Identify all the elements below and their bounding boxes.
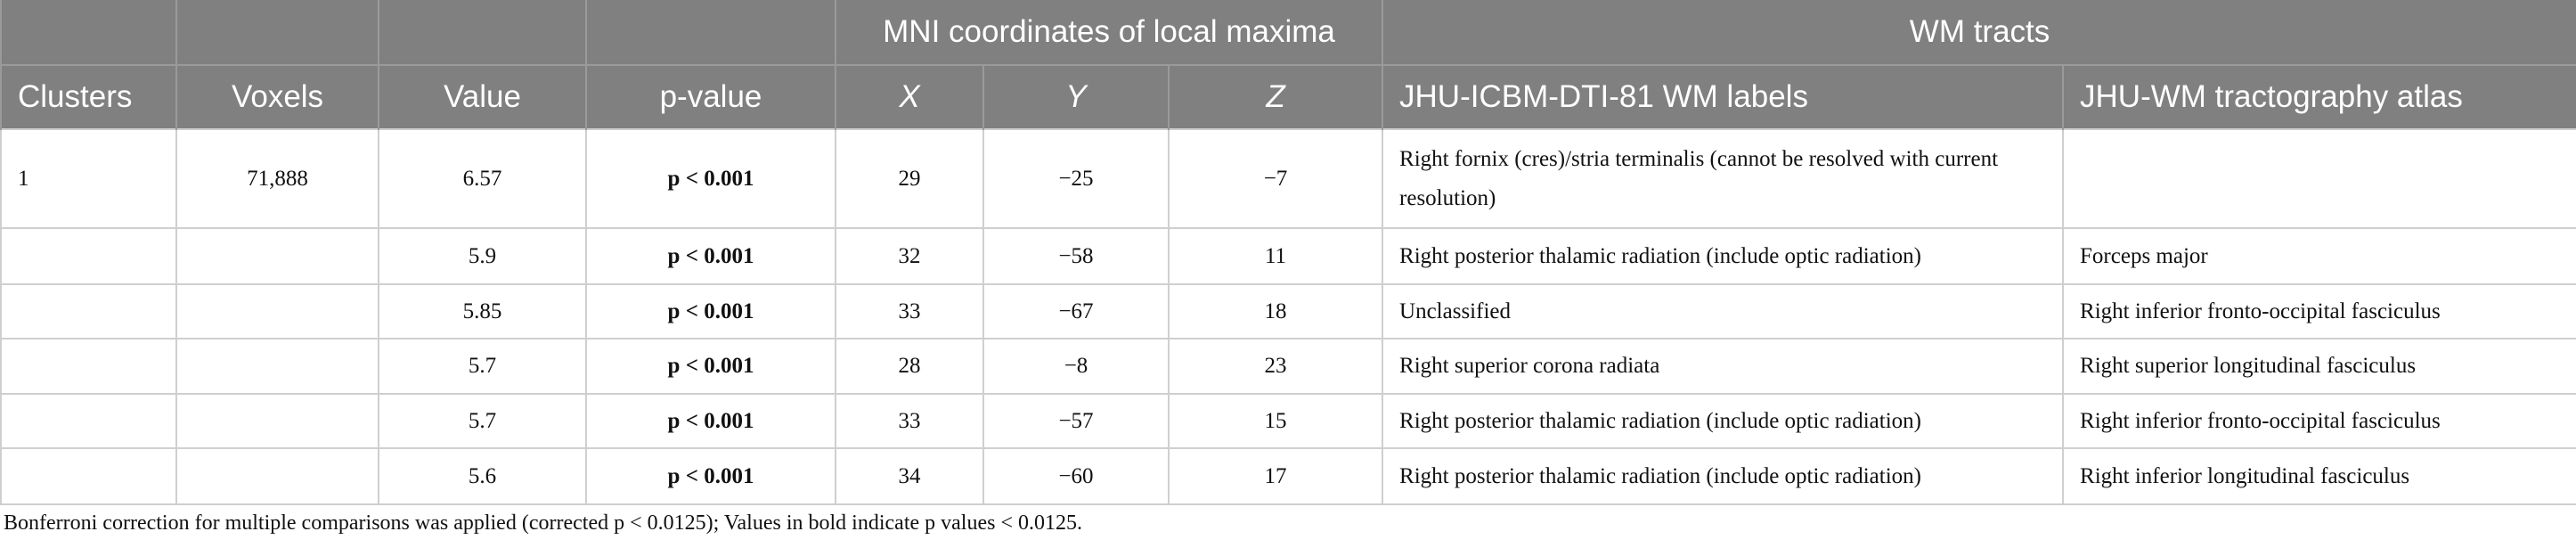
table-cell: p < 0.001	[585, 393, 836, 449]
table-cell: Right inferior fronto-occipital fascicul…	[2062, 283, 2576, 339]
table-cell	[175, 283, 379, 339]
group-header: WM tracts	[1382, 0, 2576, 66]
table-cell	[175, 227, 379, 285]
footnote: Bonferroni correction for multiple compa…	[4, 511, 1082, 535]
table-cell: 11	[1167, 227, 1384, 285]
table-cell: 18	[1167, 283, 1384, 339]
column-header: JHU-WM tractography atlas	[2062, 65, 2576, 129]
table-cell: 5.9	[378, 227, 587, 285]
table-cell: −58	[982, 227, 1170, 285]
table-cell: 5.6	[378, 447, 587, 505]
column-header: JHU-ICBM-DTI-81 WM labels	[1382, 65, 2065, 129]
table-cell: 28	[835, 338, 984, 395]
table-cell: Right inferior fronto-occipital fascicul…	[2062, 393, 2576, 449]
group-header: MNI coordinates of local maxima	[834, 0, 1384, 66]
table-cell	[175, 447, 379, 505]
table-cell: 33	[835, 393, 984, 449]
table-cell: Right posterior thalamic radiation (incl…	[1382, 227, 2065, 285]
table-cell	[0, 447, 177, 505]
table-row: 5.6 p < 0.001 34 −60 17 Right posterior thala…	[0, 447, 2576, 505]
column-header-row: Clusters Voxels Value p-value X Y Z JHU-ICBM-DT…	[0, 65, 2576, 129]
table-cell: 5.7	[378, 393, 587, 449]
column-header: Value	[378, 65, 587, 129]
table-cell: Right superior longitudinal fasciculus	[2062, 338, 2576, 395]
table-cell	[0, 227, 177, 285]
table-cell: −67	[982, 283, 1170, 339]
table-cell: 34	[835, 447, 984, 505]
table-row: 5.9 p < 0.001 32 −58 11 Right posterior thala…	[0, 227, 2576, 285]
table-cell: p < 0.001	[585, 338, 836, 395]
table-cell: p < 0.001	[585, 447, 836, 505]
table-cell: 23	[1167, 338, 1384, 395]
table-cell: 15	[1167, 393, 1384, 449]
table-cell: 6.57	[378, 128, 587, 229]
table-cell: Unclassified	[1382, 283, 2065, 339]
table-cell	[0, 393, 177, 449]
table-cell: 32	[835, 227, 984, 285]
table-cell: −57	[982, 393, 1170, 449]
table-row: 1 71,888 6.57 p < 0.001 29 −25 −7 Right fornix …	[0, 128, 2576, 229]
table-cell: −7	[1167, 128, 1384, 229]
table-cell	[0, 283, 177, 339]
table-cell: Right fornix (cres)/stria terminalis (ca…	[1382, 128, 2065, 229]
table-cell: −60	[982, 447, 1170, 505]
table-cell: 17	[1167, 447, 1384, 505]
column-header: X	[835, 65, 984, 129]
table-cell	[2062, 128, 2576, 229]
table-cell: Right posterior thalamic radiation (incl…	[1382, 393, 2065, 449]
table-cell: 29	[835, 128, 984, 229]
table-cell: p < 0.001	[585, 283, 836, 339]
table-cell: −8	[982, 338, 1170, 395]
column-header: Clusters	[0, 65, 177, 129]
table-cell	[175, 393, 379, 449]
table-cell: 5.85	[378, 283, 587, 339]
table-cell: Right posterior thalamic radiation (incl…	[1382, 447, 2065, 505]
table-cell: Right superior corona radiata	[1382, 338, 2065, 395]
table-cell: Forceps major	[2062, 227, 2576, 285]
column-header: Z	[1167, 65, 1384, 129]
group-header-row: MNI coordinates of local maxima WM tract…	[0, 0, 2576, 66]
column-header: p-value	[585, 65, 836, 129]
table-cell: Right inferior longitudinal fasciculus	[2062, 447, 2576, 505]
table-cell: p < 0.001	[585, 128, 836, 229]
results-table: MNI coordinates of local maxima WM tract…	[0, 0, 2576, 505]
table-row: 5.7 p < 0.001 33 −57 15 Right posterior thala…	[0, 393, 2576, 449]
column-header: Y	[982, 65, 1170, 129]
column-header: Voxels	[175, 65, 379, 129]
table-cell: 71,888	[175, 128, 379, 229]
table-row: 5.7 p < 0.001 28 −8 23 Right superior corona …	[0, 338, 2576, 395]
table-cell: −25	[982, 128, 1170, 229]
table-row: 5.85 p < 0.001 33 −67 18 Unclassified Right in…	[0, 283, 2576, 339]
table-cell: 5.7	[378, 338, 587, 395]
table-cell	[0, 338, 177, 395]
table-cell	[175, 338, 379, 395]
table-cell: 33	[835, 283, 984, 339]
table-cell: p < 0.001	[585, 227, 836, 285]
table-cell: 1	[0, 128, 177, 229]
